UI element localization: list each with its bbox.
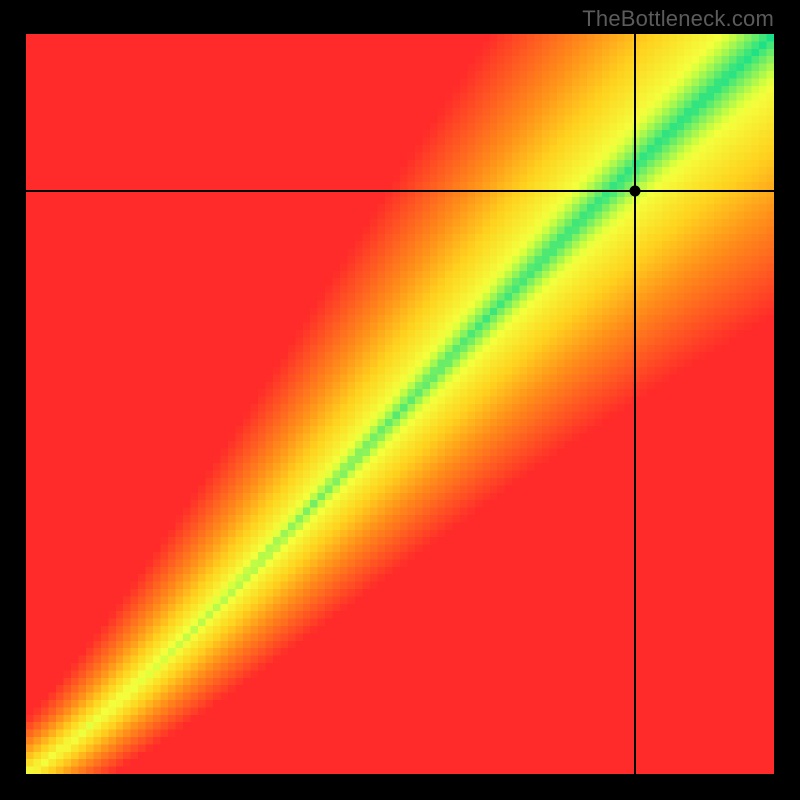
crosshair-dot bbox=[629, 185, 640, 196]
bottleneck-heatmap bbox=[26, 34, 774, 774]
crosshair-vertical bbox=[634, 34, 635, 774]
chart-frame: TheBottleneck.com bbox=[0, 0, 800, 800]
watermark-text: TheBottleneck.com bbox=[582, 6, 774, 32]
crosshair-horizontal bbox=[26, 190, 774, 191]
